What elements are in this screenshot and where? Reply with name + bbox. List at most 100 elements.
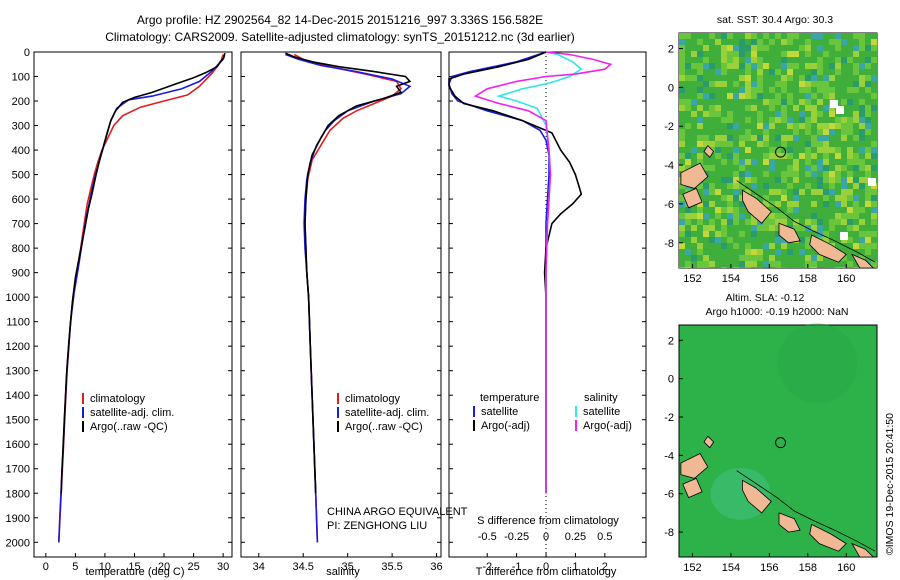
sst-map-pixel <box>697 225 703 231</box>
sst-map-pixel <box>703 231 709 237</box>
sst-map-pixel <box>811 45 817 51</box>
y-tick-label: 1500 <box>6 415 30 427</box>
sst-map-pixel <box>751 267 757 268</box>
sst-map-pixel <box>715 207 721 213</box>
sst-map-pixel <box>793 201 799 207</box>
sst-map-pixel <box>757 117 763 123</box>
sla-map-y-tick-label: 0 <box>668 374 674 386</box>
sst-map-pixel <box>817 147 823 153</box>
sst-map-pixel <box>691 117 697 123</box>
sst-map-pixel <box>715 267 721 268</box>
sla-map-x-tick-label: 156 <box>760 562 778 574</box>
y-tick-label: 500 <box>12 170 30 182</box>
sst-map-pixel <box>769 267 775 268</box>
sst-map-pixel <box>823 69 829 75</box>
sst-map-pixel <box>793 159 799 165</box>
difference-panel: -2 -1 0 1 2 -0.5 -0.25 0 0.25 0.5 temperature salin… <box>448 51 647 573</box>
sst-map-pixel <box>679 225 685 231</box>
sst-map-pixel <box>823 165 829 171</box>
sst-map-pixel <box>811 39 817 45</box>
sst-map-pixel <box>757 189 763 195</box>
sst-map-pixel <box>715 45 721 51</box>
sst-map-pixel <box>703 177 709 183</box>
sst-map-pixel <box>739 129 745 135</box>
sst-map-pixel <box>715 249 721 255</box>
sla-map-title-2: Argo h1000: -0.19 h2000: NaN <box>705 306 848 318</box>
sst-map-pixel <box>841 33 847 39</box>
sst-map-pixel <box>763 219 769 225</box>
sst-map-pixel <box>817 123 823 129</box>
legend-heading-temperature: temperature <box>480 392 539 404</box>
sst-map-pixel <box>685 267 691 268</box>
sst-map-pixel <box>709 159 715 165</box>
sst-map-pixel <box>715 153 721 159</box>
sst-map-pixel <box>847 141 853 147</box>
sst-map-pixel <box>685 57 691 63</box>
sst-map-pixel <box>769 81 775 87</box>
y-tick-label: 700 <box>12 219 30 231</box>
sst-map-pixel <box>805 87 811 93</box>
sst-map-pixel <box>781 69 787 75</box>
sst-map-pixel <box>685 165 691 171</box>
sst-map-pixel <box>769 261 775 267</box>
sst-map-pixel <box>799 39 805 45</box>
sst-map-pixel <box>781 45 787 51</box>
sst-map-pixel <box>721 267 727 268</box>
sst-map-pixel <box>799 135 805 141</box>
sst-map-pixel <box>787 267 793 268</box>
sst-map-pixel <box>745 75 751 81</box>
sst-map-pixel <box>739 141 745 147</box>
sst-map-pixel <box>847 81 853 87</box>
sst-map-pixel <box>721 147 727 153</box>
sst-map-pixel <box>799 111 805 117</box>
sst-map-pixel <box>733 171 739 177</box>
header-line-1: Argo profile: HZ 2902564_82 14-Dec-2015 … <box>137 13 543 27</box>
sst-map-pixel <box>703 129 709 135</box>
sst-map-pixel <box>787 255 793 261</box>
sst-map-pixel <box>799 171 805 177</box>
sst-map-pixel <box>691 39 697 45</box>
sst-map-pixel <box>793 105 799 111</box>
sst-map-pixel <box>775 201 781 207</box>
sst-map-pixel <box>871 255 877 261</box>
sst-map-pixel <box>691 249 697 255</box>
sst-map-pixel <box>745 99 751 105</box>
sst-map-pixel <box>865 69 871 75</box>
sst-map-pixel <box>829 201 835 207</box>
sst-map-pixel <box>853 39 859 45</box>
sst-map-gap <box>840 232 848 240</box>
credit-text: CHINA ARGO EQUIVALENT <box>327 506 468 518</box>
sst-map-pixel <box>829 165 835 171</box>
sst-map-pixel <box>811 51 817 57</box>
sst-map-pixel <box>817 153 823 159</box>
sst-map-pixel <box>847 153 853 159</box>
sst-map-pixel <box>775 189 781 195</box>
legend-label: Argo(..raw -QC) <box>345 421 423 433</box>
sst-map-pixel <box>727 189 733 195</box>
sst-map-pixel <box>721 63 727 69</box>
sst-map-x-tick-label: 160 <box>837 273 855 285</box>
sst-map-pixel <box>679 249 685 255</box>
sst-map-pixel <box>859 111 865 117</box>
sst-map-pixel <box>829 231 835 237</box>
sst-map-pixel <box>709 63 715 69</box>
sst-map-pixel <box>769 165 775 171</box>
sst-map-pixel <box>739 183 745 189</box>
sst-map-pixel <box>871 87 877 93</box>
sst-map-pixel <box>715 63 721 69</box>
sst-map-pixel <box>805 39 811 45</box>
sst-map-pixel <box>733 189 739 195</box>
sst-map-pixel <box>829 141 835 147</box>
sst-map-pixel <box>823 183 829 189</box>
sst-map-pixel <box>727 63 733 69</box>
sst-map-pixel <box>835 135 841 141</box>
sst-map-pixel <box>745 255 751 261</box>
sst-map-pixel <box>787 129 793 135</box>
sst-map-pixel <box>703 111 709 117</box>
sst-map-pixel <box>739 225 745 231</box>
sst-map-pixel <box>757 135 763 141</box>
y-tick-label: 400 <box>12 145 30 157</box>
sst-map-pixel <box>685 249 691 255</box>
sst-map-pixel <box>817 45 823 51</box>
sst-map-pixel <box>697 213 703 219</box>
